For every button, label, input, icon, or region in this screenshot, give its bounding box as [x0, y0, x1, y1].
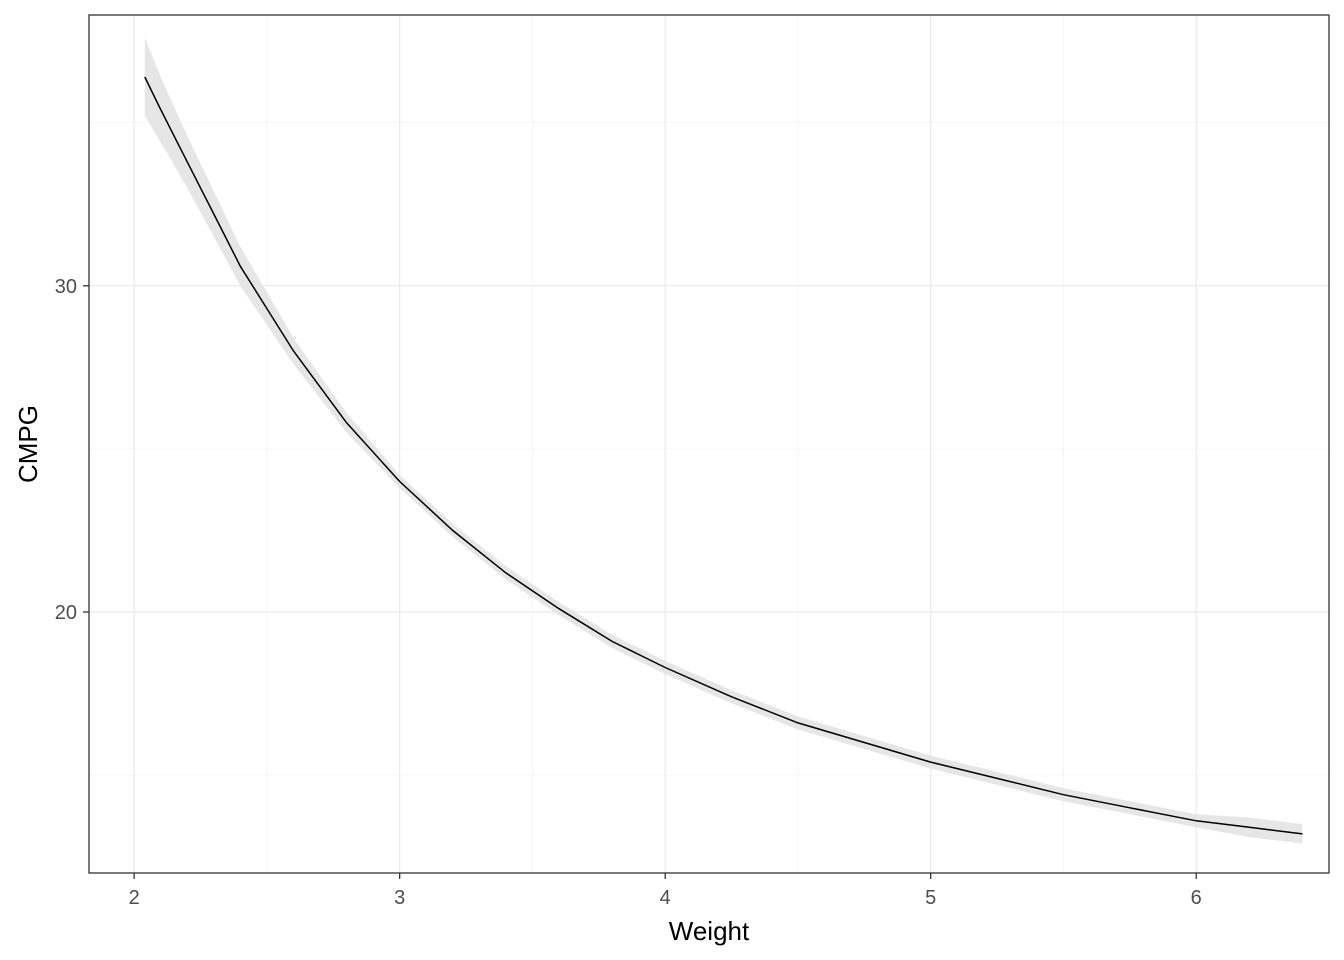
x-tick-label: 5: [925, 887, 936, 909]
y-tick-label: 30: [55, 276, 77, 298]
panel-border: [88, 14, 1330, 874]
grid-minor: [89, 15, 1329, 873]
x-tick-label: 2: [129, 887, 140, 909]
y-axis-title: CMPG: [13, 405, 43, 483]
x-tick-label: 4: [660, 887, 671, 909]
y-tick-label: 20: [55, 602, 77, 624]
fit-line: [144, 76, 1303, 835]
x-axis-ticks: 2 3 4 5 6: [129, 873, 1202, 909]
grid-major: [89, 15, 1329, 873]
x-axis-title: Weight: [669, 916, 750, 946]
x-tick-label: 3: [394, 887, 405, 909]
x-tick-label: 6: [1191, 887, 1202, 909]
